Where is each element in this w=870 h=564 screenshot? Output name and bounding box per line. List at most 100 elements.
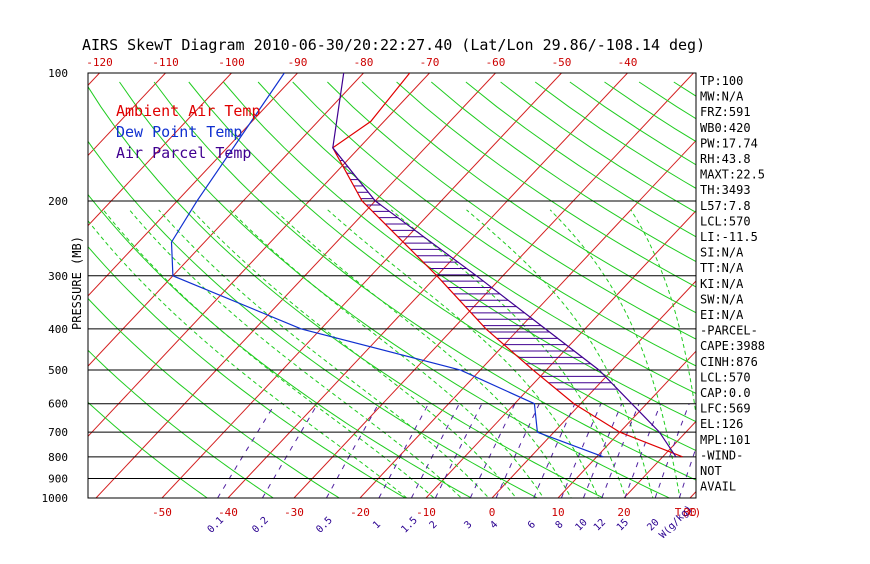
side-panel-stat: CINH:876 bbox=[700, 355, 758, 369]
bottom-temp-tick-label: -20 bbox=[350, 506, 370, 519]
side-panel-stat: KI:N/A bbox=[700, 277, 744, 291]
top-temp-tick-label: -110 bbox=[152, 56, 179, 69]
bottom-temp-tick-label: 10 bbox=[551, 506, 564, 519]
side-panel-stat: MAXT:22.5 bbox=[700, 168, 765, 182]
mixing-ratio-tick-label: 8 bbox=[554, 519, 566, 531]
mixing-ratio-tick-label: 2 bbox=[428, 519, 440, 531]
moist-adiabat-line bbox=[192, 210, 523, 507]
pressure-tick-label: 200 bbox=[48, 195, 68, 208]
side-panel-stat: MPL:101 bbox=[700, 433, 751, 447]
bottom-temp-tick-label: -40 bbox=[218, 506, 238, 519]
dry-adiabat-line bbox=[501, 82, 870, 507]
dry-adiabat-line bbox=[847, 82, 870, 507]
side-panel-stat: LCL:570 bbox=[700, 370, 751, 384]
bottom-temp-tick-label: 0 bbox=[489, 506, 496, 519]
bottom-temp-tick-label: -30 bbox=[284, 506, 304, 519]
isotherm-line bbox=[228, 73, 628, 498]
side-panel-stat: EL:126 bbox=[700, 417, 743, 431]
side-panel-stat: -WIND- bbox=[700, 448, 743, 462]
dry-adiabat-line bbox=[812, 82, 870, 507]
side-panel-stat: NOT bbox=[700, 464, 722, 478]
moist-adiabat-line bbox=[130, 210, 471, 507]
side-panel-stat: CAPE:3988 bbox=[700, 339, 765, 353]
mixing-ratio-tick-label: 10 bbox=[573, 517, 589, 533]
side-panel-stat: FRZ:591 bbox=[700, 105, 751, 119]
bottom-temp-tick-label: -10 bbox=[416, 506, 436, 519]
legend-entry-3: Air Parcel Temp bbox=[116, 144, 251, 162]
top-temp-tick-label: -60 bbox=[486, 56, 506, 69]
pressure-tick-label: 400 bbox=[48, 323, 68, 336]
top-temp-tick-label: -70 bbox=[420, 56, 440, 69]
side-panel-stat: RH:43.8 bbox=[700, 152, 751, 166]
side-panel-stat: MW:N/A bbox=[700, 90, 744, 104]
mixing-ratio-line bbox=[262, 404, 317, 498]
dry-adiabat-line bbox=[397, 82, 870, 507]
side-panel-stat: EI:N/A bbox=[700, 308, 744, 322]
pressure-tick-label: 800 bbox=[48, 451, 68, 464]
dry-adiabat-line bbox=[16, 82, 488, 507]
dry-adiabat-line bbox=[431, 82, 870, 507]
side-panel-stat: AVAIL bbox=[700, 480, 736, 494]
mixing-ratio-tick-label: 6 bbox=[526, 519, 538, 531]
pressure-tick-label: 100 bbox=[48, 67, 68, 80]
side-panel-stat: WB0:420 bbox=[700, 121, 751, 135]
mixing-ratio-tick-label: 0.2 bbox=[250, 515, 271, 536]
moist-adiabat-line bbox=[550, 210, 681, 507]
side-panel-stat: LI:-11.5 bbox=[700, 230, 758, 244]
moist-adiabat-line bbox=[467, 210, 656, 507]
mixing-ratio-line bbox=[470, 404, 515, 498]
bottom-temp-tick-label: -50 bbox=[152, 506, 172, 519]
side-panel-stat: L57:7.8 bbox=[700, 199, 751, 213]
dry-adiabat-line bbox=[466, 82, 870, 507]
top-temp-tick-label: -80 bbox=[354, 56, 374, 69]
mixing-ratio-tick-label: 4 bbox=[488, 519, 500, 531]
moist-adiabat-line bbox=[328, 210, 603, 507]
mixing-ratio-tick-label: 0.5 bbox=[314, 515, 335, 536]
side-panel-stat: TH:3493 bbox=[700, 183, 751, 197]
top-temp-tick-label: -100 bbox=[218, 56, 245, 69]
isotherm-line bbox=[822, 73, 870, 498]
side-panel-stat: LCL:570 bbox=[700, 214, 751, 228]
pressure-tick-label: 600 bbox=[48, 398, 68, 411]
isotherm-line bbox=[0, 73, 34, 498]
dry-adiabat-line bbox=[258, 82, 870, 507]
side-panel-stat: LFC:569 bbox=[700, 402, 751, 416]
dry-adiabat-line bbox=[293, 82, 870, 507]
profile-line-3 bbox=[333, 73, 676, 457]
side-panel-stat: SW:N/A bbox=[700, 292, 744, 306]
pressure-tick-label: 500 bbox=[48, 364, 68, 377]
pressure-tick-label: 1000 bbox=[42, 492, 69, 505]
dry-adiabat-line bbox=[327, 82, 870, 507]
mixing-ratio-line bbox=[326, 404, 378, 498]
mixing-ratio-tick-label: 1 bbox=[371, 519, 383, 531]
legend-entry-2: Dew Point Temp bbox=[116, 123, 242, 141]
mixing-ratio-tick-label: 3 bbox=[463, 519, 475, 531]
side-panel-stat: PW:17.74 bbox=[700, 136, 758, 150]
pressure-tick-label: 900 bbox=[48, 473, 68, 486]
mixing-ratio-line bbox=[218, 404, 275, 498]
chart-title: AIRS SkewT Diagram 2010-06-30/20:22:27.4… bbox=[82, 36, 705, 54]
mixing-ratio-tick-label: 12 bbox=[592, 517, 608, 533]
isotherm-line bbox=[492, 73, 870, 498]
side-panel-stat: TT:N/A bbox=[700, 261, 744, 275]
side-panel-stat: TP:100 bbox=[700, 74, 743, 88]
side-panel-stat: CAP:0.0 bbox=[700, 386, 751, 400]
top-temp-tick-label: -40 bbox=[618, 56, 638, 69]
top-temp-tick-label: -120 bbox=[86, 56, 113, 69]
isotherm-line bbox=[756, 73, 870, 498]
side-panel-stat: SI:N/A bbox=[700, 246, 744, 260]
mixing-ratio-tick-label: 15 bbox=[615, 517, 631, 533]
dry-adiabat-line bbox=[743, 82, 870, 507]
y-axis-label: PRESSURE (MB) bbox=[70, 236, 84, 330]
bottom-temp-tick-label: 20 bbox=[617, 506, 630, 519]
side-panel-stat: -PARCEL- bbox=[700, 324, 758, 338]
top-temp-tick-label: -90 bbox=[288, 56, 308, 69]
mixing-ratio-line bbox=[496, 404, 539, 498]
pressure-tick-label: 300 bbox=[48, 270, 68, 283]
pressure-tick-label: 700 bbox=[48, 426, 68, 439]
dry-adiabat-line bbox=[778, 82, 870, 507]
legend-entry-1: Ambient Air Temp bbox=[116, 102, 261, 120]
top-temp-tick-label: -50 bbox=[552, 56, 572, 69]
